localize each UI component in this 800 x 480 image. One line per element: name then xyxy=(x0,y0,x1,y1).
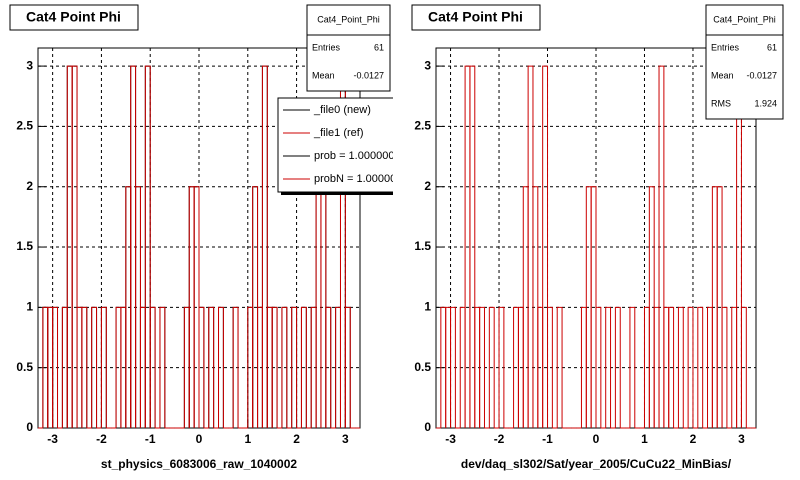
y-tick-label: 1.5 xyxy=(16,239,33,253)
histogram-bin xyxy=(595,306,602,428)
x-tick-label: -1 xyxy=(145,432,156,446)
y-tick-label: 2.5 xyxy=(16,119,33,133)
histogram-bin xyxy=(232,306,239,428)
histogram-bin xyxy=(300,306,307,428)
legend-label: _file0 (new) xyxy=(313,104,371,116)
x-tick-label: 3 xyxy=(342,432,349,446)
stats-value: -0.0127 xyxy=(353,70,384,80)
stats-title: Cat4_Point_Phi xyxy=(317,14,380,24)
legend-label: prob = 1.000000 xyxy=(314,150,394,162)
histogram-bin xyxy=(218,306,224,428)
y-tick-label: 3 xyxy=(424,58,431,72)
histogram-bin xyxy=(697,306,704,428)
histogram-bin xyxy=(52,306,59,428)
y-tick-label: 3 xyxy=(26,58,33,72)
histogram-bin xyxy=(498,306,505,428)
histogram-bin xyxy=(325,306,332,428)
x-tick-label: 0 xyxy=(593,432,600,446)
histogram-bin xyxy=(542,65,549,428)
legend-label: _file1 (ref) xyxy=(313,127,364,139)
histogram-bin xyxy=(344,306,351,428)
histogram-bin xyxy=(261,65,268,428)
histogram-bin xyxy=(556,306,563,428)
histogram-bin xyxy=(605,306,612,428)
histogram-bin xyxy=(198,306,205,428)
histogram-bin xyxy=(281,306,288,428)
histogram-bin xyxy=(668,306,675,428)
histogram-bin xyxy=(721,306,728,428)
histogram-bin xyxy=(677,306,684,428)
stats-label: RMS xyxy=(711,98,731,108)
y-tick-label: 2.5 xyxy=(414,119,431,133)
x-tick-label: -3 xyxy=(47,432,58,446)
histogram-bin xyxy=(687,306,694,428)
y-tick-label: 0.5 xyxy=(414,360,431,374)
x-tick-label: 2 xyxy=(690,432,697,446)
legend: _file0 (new) _file1 (ref) prob = 1.000000 p… xyxy=(277,97,396,195)
x-tick-label: -2 xyxy=(96,432,107,446)
histogram-bin xyxy=(91,306,98,428)
histogram-bin xyxy=(81,306,88,428)
y-tick-label: 1 xyxy=(26,300,33,314)
stats-value: 1.924 xyxy=(754,98,777,108)
histogram-bin xyxy=(740,306,747,428)
stats-box xyxy=(306,4,391,92)
y-tick-label: 1.5 xyxy=(414,239,431,253)
stats-label: Mean xyxy=(312,70,335,80)
x-tick-label: 3 xyxy=(738,432,745,446)
histogram-bin xyxy=(271,306,278,428)
y-tick-label: 0.5 xyxy=(16,360,33,374)
stats-title: Cat4_Point_Phi xyxy=(713,14,776,24)
histogram-bin xyxy=(149,306,156,428)
histogram-bin xyxy=(71,65,78,428)
y-tick-label: 2 xyxy=(424,179,431,193)
histogram-bin xyxy=(547,306,553,428)
y-tick-label: 2 xyxy=(26,179,33,193)
histogram-bin xyxy=(614,306,621,428)
x-axis-label: dev/daq_sl302/Sat/year_2005/CuCu22_MinBi… xyxy=(461,457,732,471)
histogram-bin xyxy=(479,306,485,428)
x-tick-label: -1 xyxy=(542,432,553,446)
stats-label: Entries xyxy=(312,42,341,52)
y-tick-label: 0 xyxy=(424,420,431,434)
histogram-bin xyxy=(469,65,476,428)
histogram-bin xyxy=(488,306,495,428)
x-tick-label: 1 xyxy=(641,432,648,446)
legend-box xyxy=(277,97,393,193)
stats-box xyxy=(705,4,784,120)
stats-value: 61 xyxy=(767,42,777,52)
histogram-bin xyxy=(144,65,151,428)
stats-label: Mean xyxy=(711,70,734,80)
x-tick-label: -2 xyxy=(494,432,505,446)
histogram-bin xyxy=(159,306,166,428)
histogram-bin xyxy=(100,306,107,428)
title-box xyxy=(411,4,541,31)
chart-title: Cat4 Point Phi xyxy=(428,9,523,25)
y-tick-label: 0 xyxy=(26,420,33,434)
x-tick-label: 0 xyxy=(196,432,203,446)
stats-value: -0.0127 xyxy=(746,70,777,80)
x-tick-label: 2 xyxy=(293,432,300,446)
histogram-bin xyxy=(208,306,215,428)
x-tick-label: 1 xyxy=(244,432,251,446)
histogram-bin xyxy=(658,65,665,428)
y-tick-label: 1 xyxy=(424,300,431,314)
chart-title: Cat4 Point Phi xyxy=(26,9,121,25)
x-axis-label: st_physics_6083006_raw_1040002 xyxy=(101,457,297,471)
x-tick-label: -3 xyxy=(445,432,456,446)
legend-label: probN = 1.00000 xyxy=(314,173,396,185)
stats-label: Entries xyxy=(711,42,740,52)
histogram-bin xyxy=(450,306,456,428)
histogram-bin xyxy=(629,306,636,428)
stats-value: 61 xyxy=(374,42,384,52)
title-box xyxy=(9,4,139,31)
histogram-bin xyxy=(291,306,298,428)
